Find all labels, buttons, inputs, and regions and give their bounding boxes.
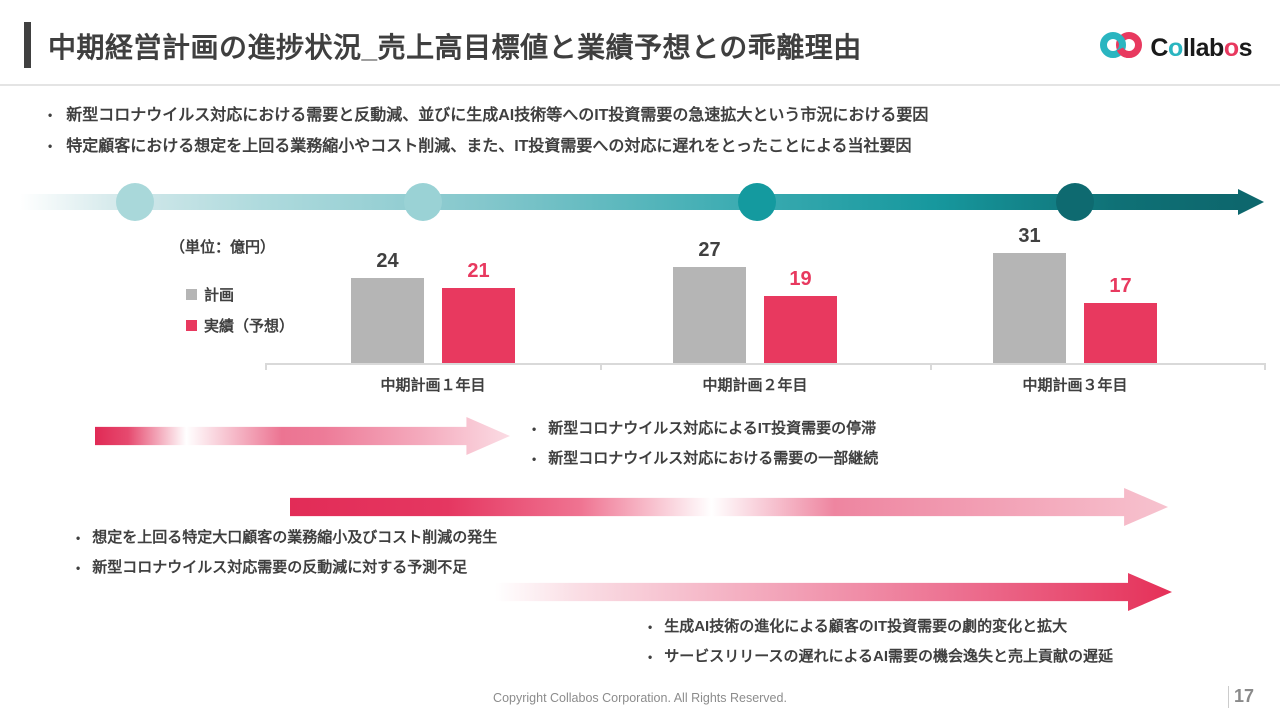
axis-tick bbox=[1264, 363, 1266, 370]
bar-actual-year3 bbox=[1084, 303, 1157, 363]
timeline-milestone-circle bbox=[404, 183, 442, 221]
bullet-text: 新型コロナウイルス対応によるIT投資需要の停滞 bbox=[548, 420, 877, 437]
title-accent-bar bbox=[24, 22, 31, 68]
category-label-year3: 中期計画３年目 bbox=[1022, 377, 1128, 394]
company-logo: Collabos bbox=[1100, 30, 1253, 67]
bullet-item: • 特定顧客における想定を上回る業務縮小やコスト削減、また、IT投資需要への対応に… bbox=[48, 131, 1188, 162]
category-label-year2: 中期計画２年目 bbox=[702, 377, 808, 394]
bullet-text: サービスリリースの遅れによるAI需要の機会逸失と売上貢献の遅延 bbox=[664, 648, 1114, 665]
bullet-item: • 新型コロナウイルス対応における需要と反動減、並びに生成AI技術等へのIT投資需… bbox=[48, 100, 1188, 131]
bullet-item: • 新型コロナウイルス対応における需要の一部継続 bbox=[532, 444, 878, 474]
page-number-divider bbox=[1228, 686, 1229, 708]
period2-flow-arrow bbox=[290, 488, 1168, 526]
bullet-dot-icon: • bbox=[532, 422, 537, 436]
axis-tick bbox=[265, 363, 267, 370]
bullet-item: • 想定を上回る特定大口顧客の業務縮小及びコスト削減の発生 bbox=[76, 523, 497, 553]
bullet-item: • 生成AI技術の進化による顧客のIT投資需要の劇的変化と拡大 bbox=[648, 612, 1113, 642]
bullet-item: • 新型コロナウイルス対応需要の反動減に対する予測不足 bbox=[76, 553, 497, 583]
bullet-text: 新型コロナウイルス対応における需要の一部継続 bbox=[548, 450, 879, 467]
bar-plan-year3 bbox=[993, 253, 1066, 363]
bar-value-label: 19 bbox=[789, 268, 812, 290]
bullet-dot-icon: • bbox=[48, 108, 53, 122]
bar-actual-year2 bbox=[764, 296, 837, 363]
bar-actual-year1 bbox=[442, 288, 515, 363]
chart-legend: 計画実績（予想） bbox=[186, 283, 294, 345]
annotation-group-1: • 新型コロナウイルス対応によるIT投資需要の停滞 • 新型コロナウイルス対応における… bbox=[532, 414, 878, 474]
timeline-milestone-circle bbox=[738, 183, 776, 221]
category-label-year1: 中期計画１年目 bbox=[380, 377, 486, 394]
bullet-text: 生成AI技術の進化による顧客のIT投資需要の劇的変化と拡大 bbox=[664, 618, 1068, 635]
copyright-text: Copyright Collabos Corporation. All Righ… bbox=[493, 691, 787, 705]
legend-swatch-icon bbox=[186, 288, 197, 300]
axis-tick bbox=[600, 363, 602, 370]
timeline-milestone-circle bbox=[116, 183, 154, 221]
bar-value-label: 24 bbox=[376, 250, 399, 272]
bullet-dot-icon: • bbox=[76, 561, 81, 575]
bullet-dot-icon: • bbox=[76, 531, 81, 545]
bar-value-label: 21 bbox=[467, 260, 490, 282]
bar-value-label: 27 bbox=[698, 239, 721, 261]
summary-bullet-list: • 新型コロナウイルス対応における需要と反動減、並びに生成AI技術等へのIT投資需… bbox=[48, 100, 1188, 162]
bar-chart: 24 21 27 19 31 17 bbox=[265, 225, 1265, 363]
bullet-dot-icon: • bbox=[48, 139, 53, 153]
legend-item: 実績（予想） bbox=[186, 314, 294, 336]
bullet-dot-icon: • bbox=[648, 620, 653, 634]
annotation-group-3: • 生成AI技術の進化による顧客のIT投資需要の劇的変化と拡大 • サービスリリースの… bbox=[648, 612, 1113, 672]
bullet-text: 想定を上回る特定大口顧客の業務縮小及びコスト削減の発生 bbox=[92, 529, 498, 546]
header-divider bbox=[0, 84, 1280, 86]
bar-plan-year2 bbox=[673, 267, 746, 363]
legend-swatch-icon bbox=[186, 319, 197, 331]
legend-item: 計画 bbox=[186, 283, 294, 305]
bar-value-label: 31 bbox=[1018, 225, 1041, 247]
bullet-item: • 新型コロナウイルス対応によるIT投資需要の停滞 bbox=[532, 414, 878, 444]
period1-flow-arrow bbox=[95, 417, 510, 455]
annotation-group-2: • 想定を上回る特定大口顧客の業務縮小及びコスト削減の発生 • 新型コロナウイルス対応… bbox=[76, 523, 497, 583]
bullet-text: 新型コロナウイルス対応需要の反動減に対する予測不足 bbox=[92, 559, 468, 576]
timeline-milestone-circle bbox=[1056, 183, 1094, 221]
bar-value-label: 17 bbox=[1109, 275, 1132, 297]
bullet-dot-icon: • bbox=[532, 452, 537, 466]
page-title: 中期経営計画の進捗状況_売上高目標値と業績予想との乖離理由 bbox=[48, 32, 862, 63]
chart-unit-label: （単位：億円） bbox=[170, 239, 276, 256]
collabos-logo-icon bbox=[1100, 30, 1144, 67]
legend-label: 実績（予想） bbox=[204, 317, 295, 335]
timeline-arrowhead-icon bbox=[1238, 189, 1264, 215]
axis-tick bbox=[930, 363, 932, 370]
timeline-arrow bbox=[20, 194, 1238, 210]
bar-plan-year1 bbox=[351, 278, 424, 363]
legend-label: 計画 bbox=[204, 286, 235, 304]
period3-flow-arrow bbox=[495, 573, 1172, 611]
bullet-text: 新型コロナウイルス対応における需要と反動減、並びに生成AI技術等へのIT投資需要… bbox=[66, 107, 929, 124]
bullet-text: 特定顧客における想定を上回る業務縮小やコスト削減、また、IT投資需要への対応に遅… bbox=[66, 138, 912, 155]
bullet-dot-icon: • bbox=[648, 650, 653, 664]
x-axis bbox=[265, 363, 1266, 365]
logo-wordmark: Collabos bbox=[1150, 34, 1252, 62]
page-number: 17 bbox=[1234, 686, 1255, 706]
bullet-item: • サービスリリースの遅れによるAI需要の機会逸失と売上貢献の遅延 bbox=[648, 642, 1113, 672]
